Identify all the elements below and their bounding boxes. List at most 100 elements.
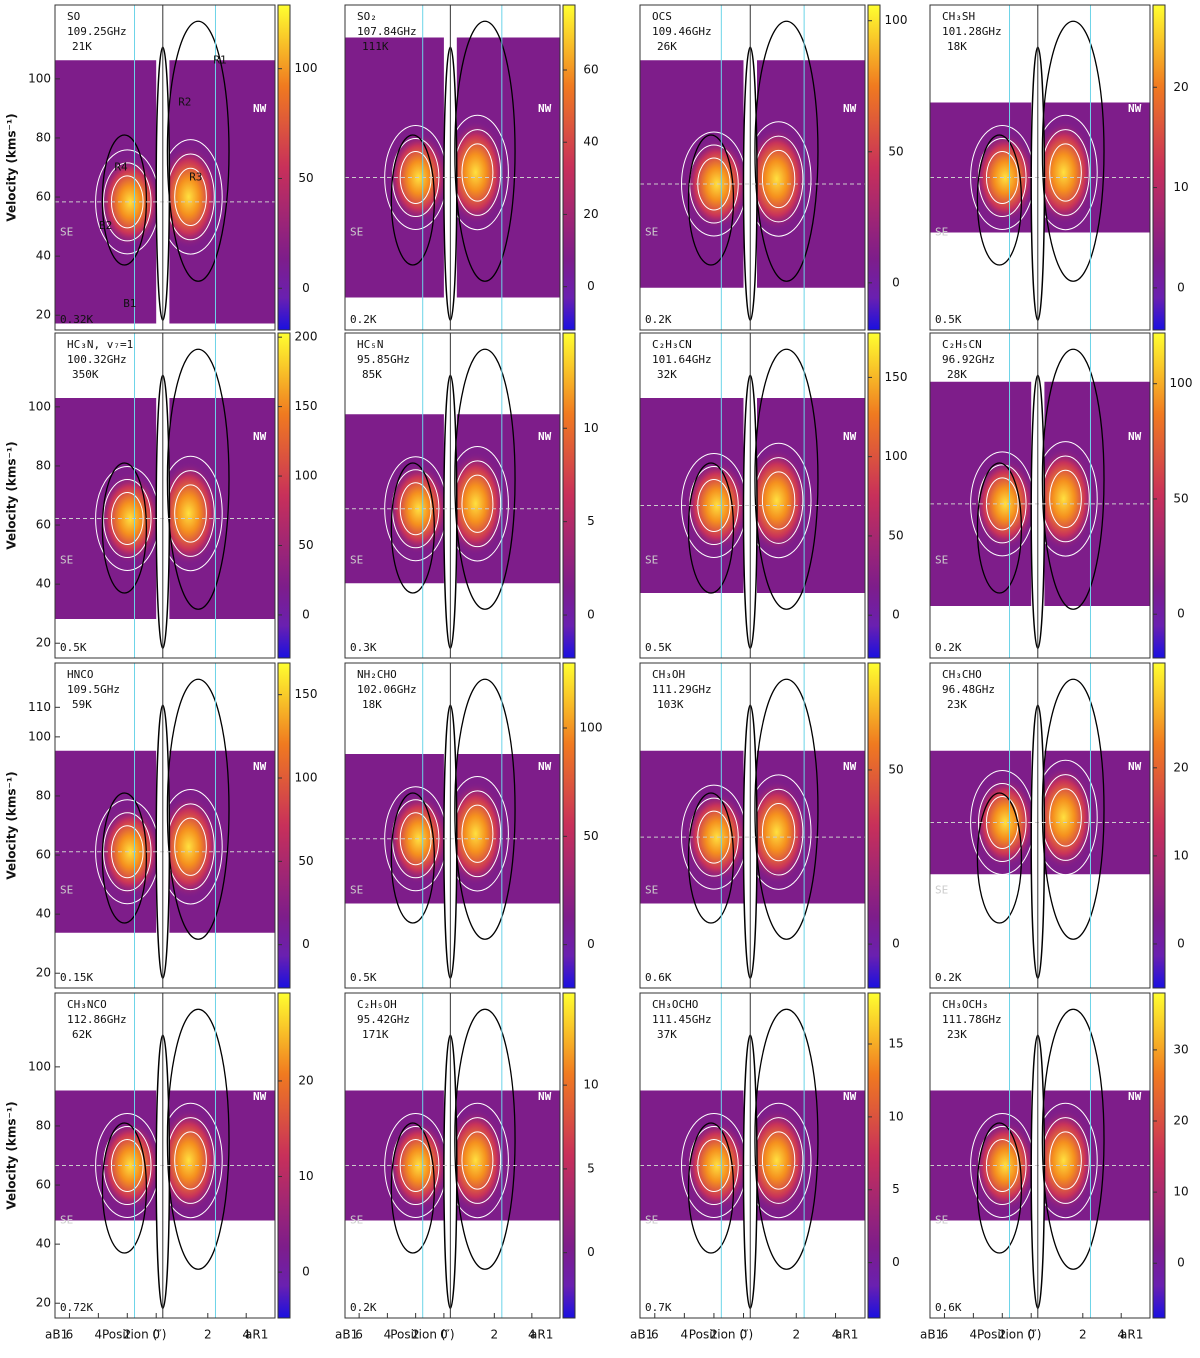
- nw-label: NW: [843, 102, 857, 115]
- colorbar: [1152, 332, 1166, 659]
- x-axis-label: Position (″): [689, 1328, 753, 1342]
- colorbar-tick-label: 0: [302, 937, 310, 951]
- se-label: SE: [645, 226, 658, 239]
- colorbar-tick-label: 10: [298, 1169, 313, 1183]
- colorbar-tick-label: 10: [583, 421, 598, 435]
- emission-peak: [974, 777, 1036, 868]
- x-tick-label: 6: [355, 1328, 363, 1342]
- frame: [54, 662, 276, 989]
- colorbar-tick-label: 0: [892, 608, 900, 622]
- colorbar-tick-label: 0: [1177, 936, 1185, 950]
- contour-black: [1041, 678, 1105, 940]
- contour-black: [390, 134, 435, 266]
- colorbar-tick-label: 0: [1177, 280, 1185, 294]
- contour-black: [976, 1122, 1023, 1254]
- panel: SO 109.25GHz 21K 0.32K SE NW 0 50 100 20 40 60 80 100…: [5, 4, 317, 331]
- noise: 0.2K: [350, 1301, 377, 1314]
- x-tick-label: 4: [95, 1328, 103, 1342]
- frame: [639, 332, 866, 659]
- noise: 0.6K: [935, 1301, 962, 1314]
- nw-label: NW: [843, 430, 857, 443]
- energy: 32K: [657, 368, 677, 381]
- x-tick-label: 2: [998, 1328, 1006, 1342]
- molecule: CH₃OCH₃: [942, 998, 988, 1011]
- emission-peak: [745, 1108, 809, 1213]
- colorbar: [1152, 662, 1166, 989]
- contour-black: [687, 1122, 735, 1254]
- region-label: B1: [123, 297, 136, 310]
- se-label: SE: [935, 884, 948, 897]
- colorbar-tick-label: 50: [888, 144, 903, 158]
- y-tick-label: 80: [36, 1118, 51, 1132]
- x-tick-label: 4: [242, 1328, 250, 1342]
- y-tick-label: 60: [36, 190, 51, 204]
- colorbar-tick-label: 150: [295, 399, 318, 413]
- molecule: OCS: [652, 10, 672, 23]
- molecule: CH₃OCHO: [652, 998, 698, 1011]
- molecule: CH₃NCO: [67, 998, 107, 1011]
- molecule: SO: [67, 10, 80, 23]
- x-right-label: aR1: [1120, 1328, 1143, 1342]
- energy: 59K: [72, 698, 92, 711]
- energy: 23K: [947, 1028, 967, 1041]
- frequency: 101.64GHz: [652, 353, 712, 366]
- noise: 0.3K: [350, 641, 377, 654]
- colorbar-tick-label: 0: [587, 608, 595, 622]
- emission-peak: [157, 144, 220, 249]
- y-tick-label: 80: [36, 130, 51, 144]
- contour: [1049, 1131, 1082, 1190]
- x-left-label: aB1: [920, 1328, 943, 1342]
- panel: HNCO 109.5GHz 59K 0.15K SE NW 0 50 100 150 20 40 60 8…: [5, 662, 317, 989]
- contour: [761, 1131, 796, 1190]
- emission-peak: [445, 451, 506, 556]
- nw-label: NW: [538, 430, 552, 443]
- colorbar: [1152, 4, 1166, 331]
- contour-black: [390, 1122, 435, 1254]
- frame: [54, 332, 276, 659]
- colorbar-tick-label: 150: [885, 370, 908, 384]
- se-label: SE: [935, 226, 948, 239]
- colorbar-tick-label: 0: [587, 1245, 595, 1259]
- se-label: SE: [935, 554, 948, 567]
- panel: C₂H₅CN 96.92GHz 28K 0.2K SE NW 0 50 100: [929, 332, 1192, 659]
- frame: [639, 662, 866, 989]
- y-tick-label: 80: [36, 458, 51, 472]
- contour-black: [166, 1008, 230, 1270]
- emission-peak: [1032, 765, 1095, 870]
- frame: [344, 4, 561, 331]
- emission-peak: [685, 1120, 749, 1211]
- contour-black: [454, 1008, 516, 1270]
- energy: 26K: [657, 40, 677, 53]
- molecule: C₂H₅CN: [942, 338, 982, 351]
- colorbar-tick-label: 20: [583, 207, 598, 221]
- contour: [1049, 143, 1082, 202]
- y-tick-label: 60: [36, 518, 51, 532]
- y-axis-label: Velocity (kms⁻¹): [5, 771, 19, 879]
- colorbar: [562, 992, 576, 1319]
- molecule: HC₅N: [357, 338, 384, 351]
- colorbar: [867, 662, 881, 989]
- emission-peak: [445, 1108, 506, 1213]
- frame: [344, 992, 561, 1319]
- colorbar-tick-label: 10: [1173, 1185, 1188, 1199]
- x-tick-label: 4: [970, 1328, 978, 1342]
- contour-black: [454, 348, 516, 610]
- frequency: 109.46GHz: [652, 25, 712, 38]
- x-axis-label: Position (″): [390, 1328, 454, 1342]
- frequency: 95.85GHz: [357, 353, 410, 366]
- nw-label: NW: [538, 1090, 552, 1103]
- panel: C₂H₃CN 101.64GHz 32K 0.5K SE NW 0 50 100 150: [639, 332, 908, 659]
- colorbar-tick-label: 10: [583, 1078, 598, 1092]
- nw-label: NW: [1128, 760, 1142, 773]
- emission-peak: [157, 1108, 220, 1213]
- panel: HC₅N 95.85GHz 85K 0.3K SE NW 0 5 10: [344, 332, 599, 659]
- noise: 0.15K: [60, 971, 93, 984]
- colorbar: [277, 992, 291, 1319]
- x-tick-label: 0: [152, 1328, 160, 1342]
- contour-black: [976, 462, 1023, 594]
- noise: 0.2K: [935, 971, 962, 984]
- colorbar-tick-label: 0: [302, 607, 310, 621]
- noise: 0.2K: [935, 641, 962, 654]
- y-tick-label: 40: [36, 907, 51, 921]
- se-label: SE: [60, 226, 73, 239]
